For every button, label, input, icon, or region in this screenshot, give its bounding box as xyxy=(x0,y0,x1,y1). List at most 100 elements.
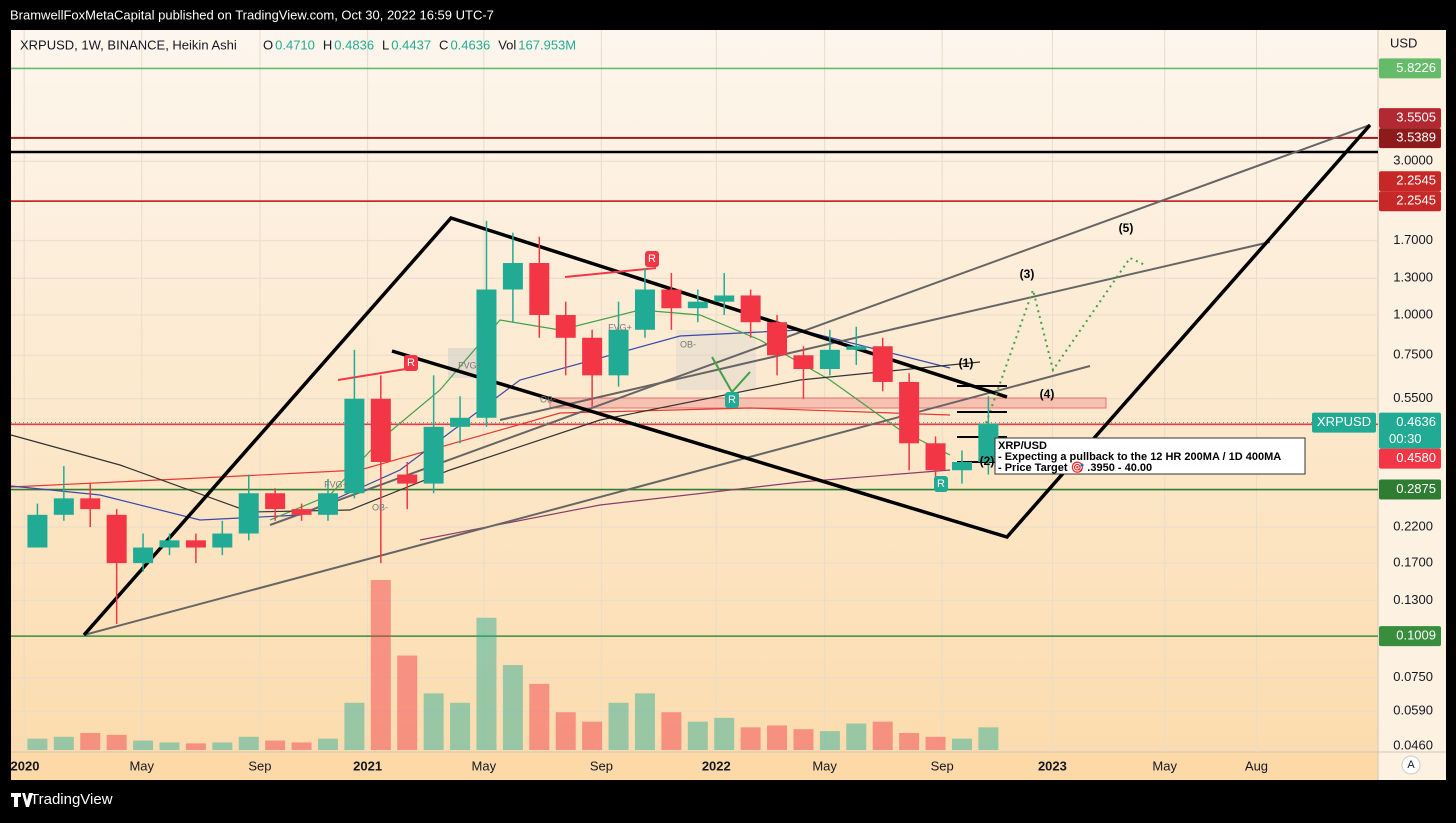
trend-line xyxy=(499,241,1271,421)
x-tick-label: 2022 xyxy=(702,758,731,773)
x-tick-label: 2023 xyxy=(1038,758,1067,773)
legend-value: 0.4710 xyxy=(275,37,315,52)
zone-label: OB- xyxy=(540,394,556,404)
symbol: XRPUSD, 1W, BINANCE, Heikin Ashi xyxy=(20,37,237,52)
candle-body xyxy=(317,493,338,515)
candle-body xyxy=(397,474,418,484)
volume-bar xyxy=(661,712,682,750)
price-tag xyxy=(1379,626,1441,647)
price-tag-label: 3.5505 xyxy=(1396,110,1436,125)
volume-bar xyxy=(133,740,154,750)
price-tag xyxy=(1379,58,1441,79)
logo xyxy=(11,793,33,807)
auto-label[interactable]: A xyxy=(1407,759,1415,771)
x-tick-label: 2020 xyxy=(11,758,40,773)
brand: TradingView xyxy=(30,791,113,808)
volume-bar xyxy=(265,740,286,750)
price-tag-label: 0.4580 xyxy=(1396,450,1436,465)
volume-bar xyxy=(476,617,497,750)
volume-bar xyxy=(582,721,603,750)
zone xyxy=(549,397,1107,409)
candle-body xyxy=(714,295,735,302)
y-tick-label: 1.0000 xyxy=(1393,306,1433,321)
plot-area xyxy=(11,30,1378,752)
volume-bar xyxy=(899,733,920,750)
candle-body xyxy=(872,346,893,382)
legend-value: 167.953M xyxy=(518,37,576,52)
countdown: 00:30 xyxy=(1389,431,1422,446)
candle-body xyxy=(27,514,48,548)
candle-body xyxy=(978,423,999,463)
volume-bar xyxy=(397,655,418,750)
volume-bar xyxy=(159,742,180,750)
candle-body xyxy=(582,337,603,376)
signal-marker xyxy=(404,355,418,371)
y-tick-label: 0.1700 xyxy=(1393,555,1433,570)
volume-bar xyxy=(687,721,708,750)
candle-body xyxy=(819,349,840,370)
candle-body xyxy=(212,533,233,548)
candle-body xyxy=(450,417,471,427)
trend-line xyxy=(337,367,413,381)
projection xyxy=(979,256,1146,441)
legend-key: L xyxy=(382,37,389,52)
candle-body xyxy=(925,443,946,471)
y-tick-label: 1.3000 xyxy=(1393,270,1433,285)
zone-label: OB- xyxy=(372,502,388,512)
volume-bar xyxy=(925,736,946,750)
price-tag xyxy=(1379,171,1441,192)
price-tag-label: 5.8226 xyxy=(1396,60,1436,75)
y-tick-label: 0.5500 xyxy=(1393,390,1433,405)
volume-bar xyxy=(740,727,761,750)
volume-bar xyxy=(106,734,127,750)
volume-bar xyxy=(634,693,655,750)
candle-body xyxy=(106,514,127,564)
y-tick-label: 0.0750 xyxy=(1393,669,1433,684)
x-tick-label: 2021 xyxy=(353,758,382,773)
wave-label: (5) xyxy=(1119,221,1134,235)
candle-body xyxy=(159,540,180,548)
auto-button[interactable] xyxy=(1401,755,1421,775)
symbol-tag-label: XRPUSD xyxy=(1317,414,1371,429)
volume-bar xyxy=(529,683,550,750)
trend-line xyxy=(269,124,1371,526)
price-tag-label: 0.4636 xyxy=(1396,414,1436,429)
x-tick-label: May xyxy=(812,758,837,773)
signal-label: R xyxy=(728,394,736,406)
wave-label: (2) xyxy=(980,454,995,468)
legend-key: H xyxy=(323,37,332,52)
price-tag xyxy=(1379,191,1441,212)
candle-body xyxy=(53,498,74,515)
candle-body xyxy=(185,540,206,548)
x-tick-label: May xyxy=(129,758,154,773)
legend-value: 0.4437 xyxy=(391,37,431,52)
volume-bar xyxy=(185,743,206,750)
volume-bar xyxy=(423,693,444,750)
candle-body xyxy=(502,263,523,290)
candle-body xyxy=(133,547,154,564)
price-tag-label: 2.2545 xyxy=(1396,193,1436,208)
x-tick-label: Sep xyxy=(248,758,271,773)
note-line: - Price Target 🎯 .3950 - 40.00 xyxy=(998,461,1152,474)
price-axis xyxy=(1378,30,1446,780)
candle-body xyxy=(846,346,867,350)
volume-bar xyxy=(370,580,391,750)
signal-label: R xyxy=(407,357,415,369)
candle-body xyxy=(291,509,312,515)
price-tag-label: 0.1009 xyxy=(1396,628,1436,643)
x-tick-label: May xyxy=(472,758,497,773)
ma-line xyxy=(10,329,951,521)
volume-bar xyxy=(793,729,814,750)
zone-label: FVG+ xyxy=(458,360,482,370)
candle-body xyxy=(608,329,629,376)
candle-body xyxy=(661,289,682,309)
candle-body xyxy=(529,263,550,316)
price-tag xyxy=(1379,128,1441,149)
candle-body xyxy=(687,301,708,309)
volume-bar xyxy=(951,738,972,750)
y-tick-label: 3.0000 xyxy=(1393,153,1433,168)
wave-label: (1) xyxy=(959,356,974,370)
volume-bar xyxy=(846,723,867,750)
price-tag xyxy=(1379,412,1441,449)
